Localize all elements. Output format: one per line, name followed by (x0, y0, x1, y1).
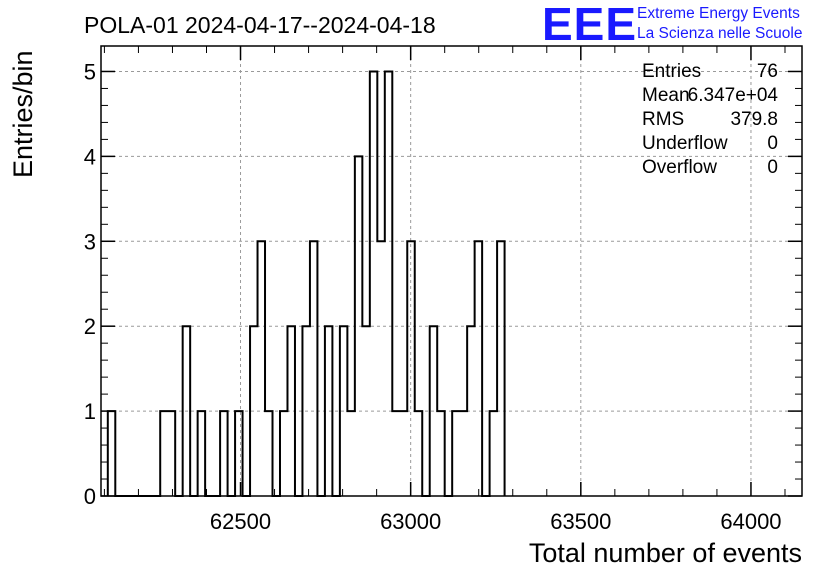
x-tick-label-1: 63000 (380, 509, 441, 534)
stats-label-overflow: Overflow (642, 157, 717, 178)
eee-logo-line1: Extreme Energy Events (637, 5, 800, 22)
y-tick-label-3: 3 (84, 229, 96, 254)
stats-label-mean: Mean (642, 85, 690, 106)
stats-label-entries: Entries (642, 61, 701, 82)
stats-value-overflow: 0 (767, 157, 778, 178)
stats-value-underflow: 0 (767, 133, 778, 154)
plot-frame (100, 45, 803, 497)
stats-value-mean: 6.347e+04 (688, 85, 779, 106)
tick-labels: 62500 63000 63500 64000 0 1 2 3 4 5 (84, 59, 782, 534)
eee-logo-line2: La Scienza nelle Scuole (637, 25, 802, 42)
stats-label-underflow: Underflow (642, 133, 728, 154)
y-tick-label-2: 2 (84, 314, 96, 339)
stats-value-rms: 379.8 (730, 109, 778, 130)
x-tick-label-0: 62500 (210, 509, 271, 534)
eee-logo: EEE Extreme Energy Events La Scienza nel… (542, 0, 802, 50)
y-axis-label: Entries/bin (8, 50, 38, 178)
axis-ticks (101, 46, 802, 497)
x-axis-label: Total number of events (529, 538, 802, 568)
histogram-outline (106, 70, 506, 497)
stats-value-entries: 76 (757, 61, 778, 82)
chart-title: POLA-01 2024-04-17--2024-04-18 (84, 12, 436, 38)
eee-logo-mark: EEE (542, 0, 637, 50)
y-tick-label-4: 4 (84, 144, 96, 169)
x-tick-label-2: 63500 (550, 509, 611, 534)
x-tick-label-3: 64000 (720, 509, 781, 534)
y-tick-label-5: 5 (84, 59, 96, 84)
y-tick-label-0: 0 (84, 484, 96, 509)
stats-label-rms: RMS (642, 109, 684, 130)
y-tick-label-1: 1 (84, 399, 96, 424)
